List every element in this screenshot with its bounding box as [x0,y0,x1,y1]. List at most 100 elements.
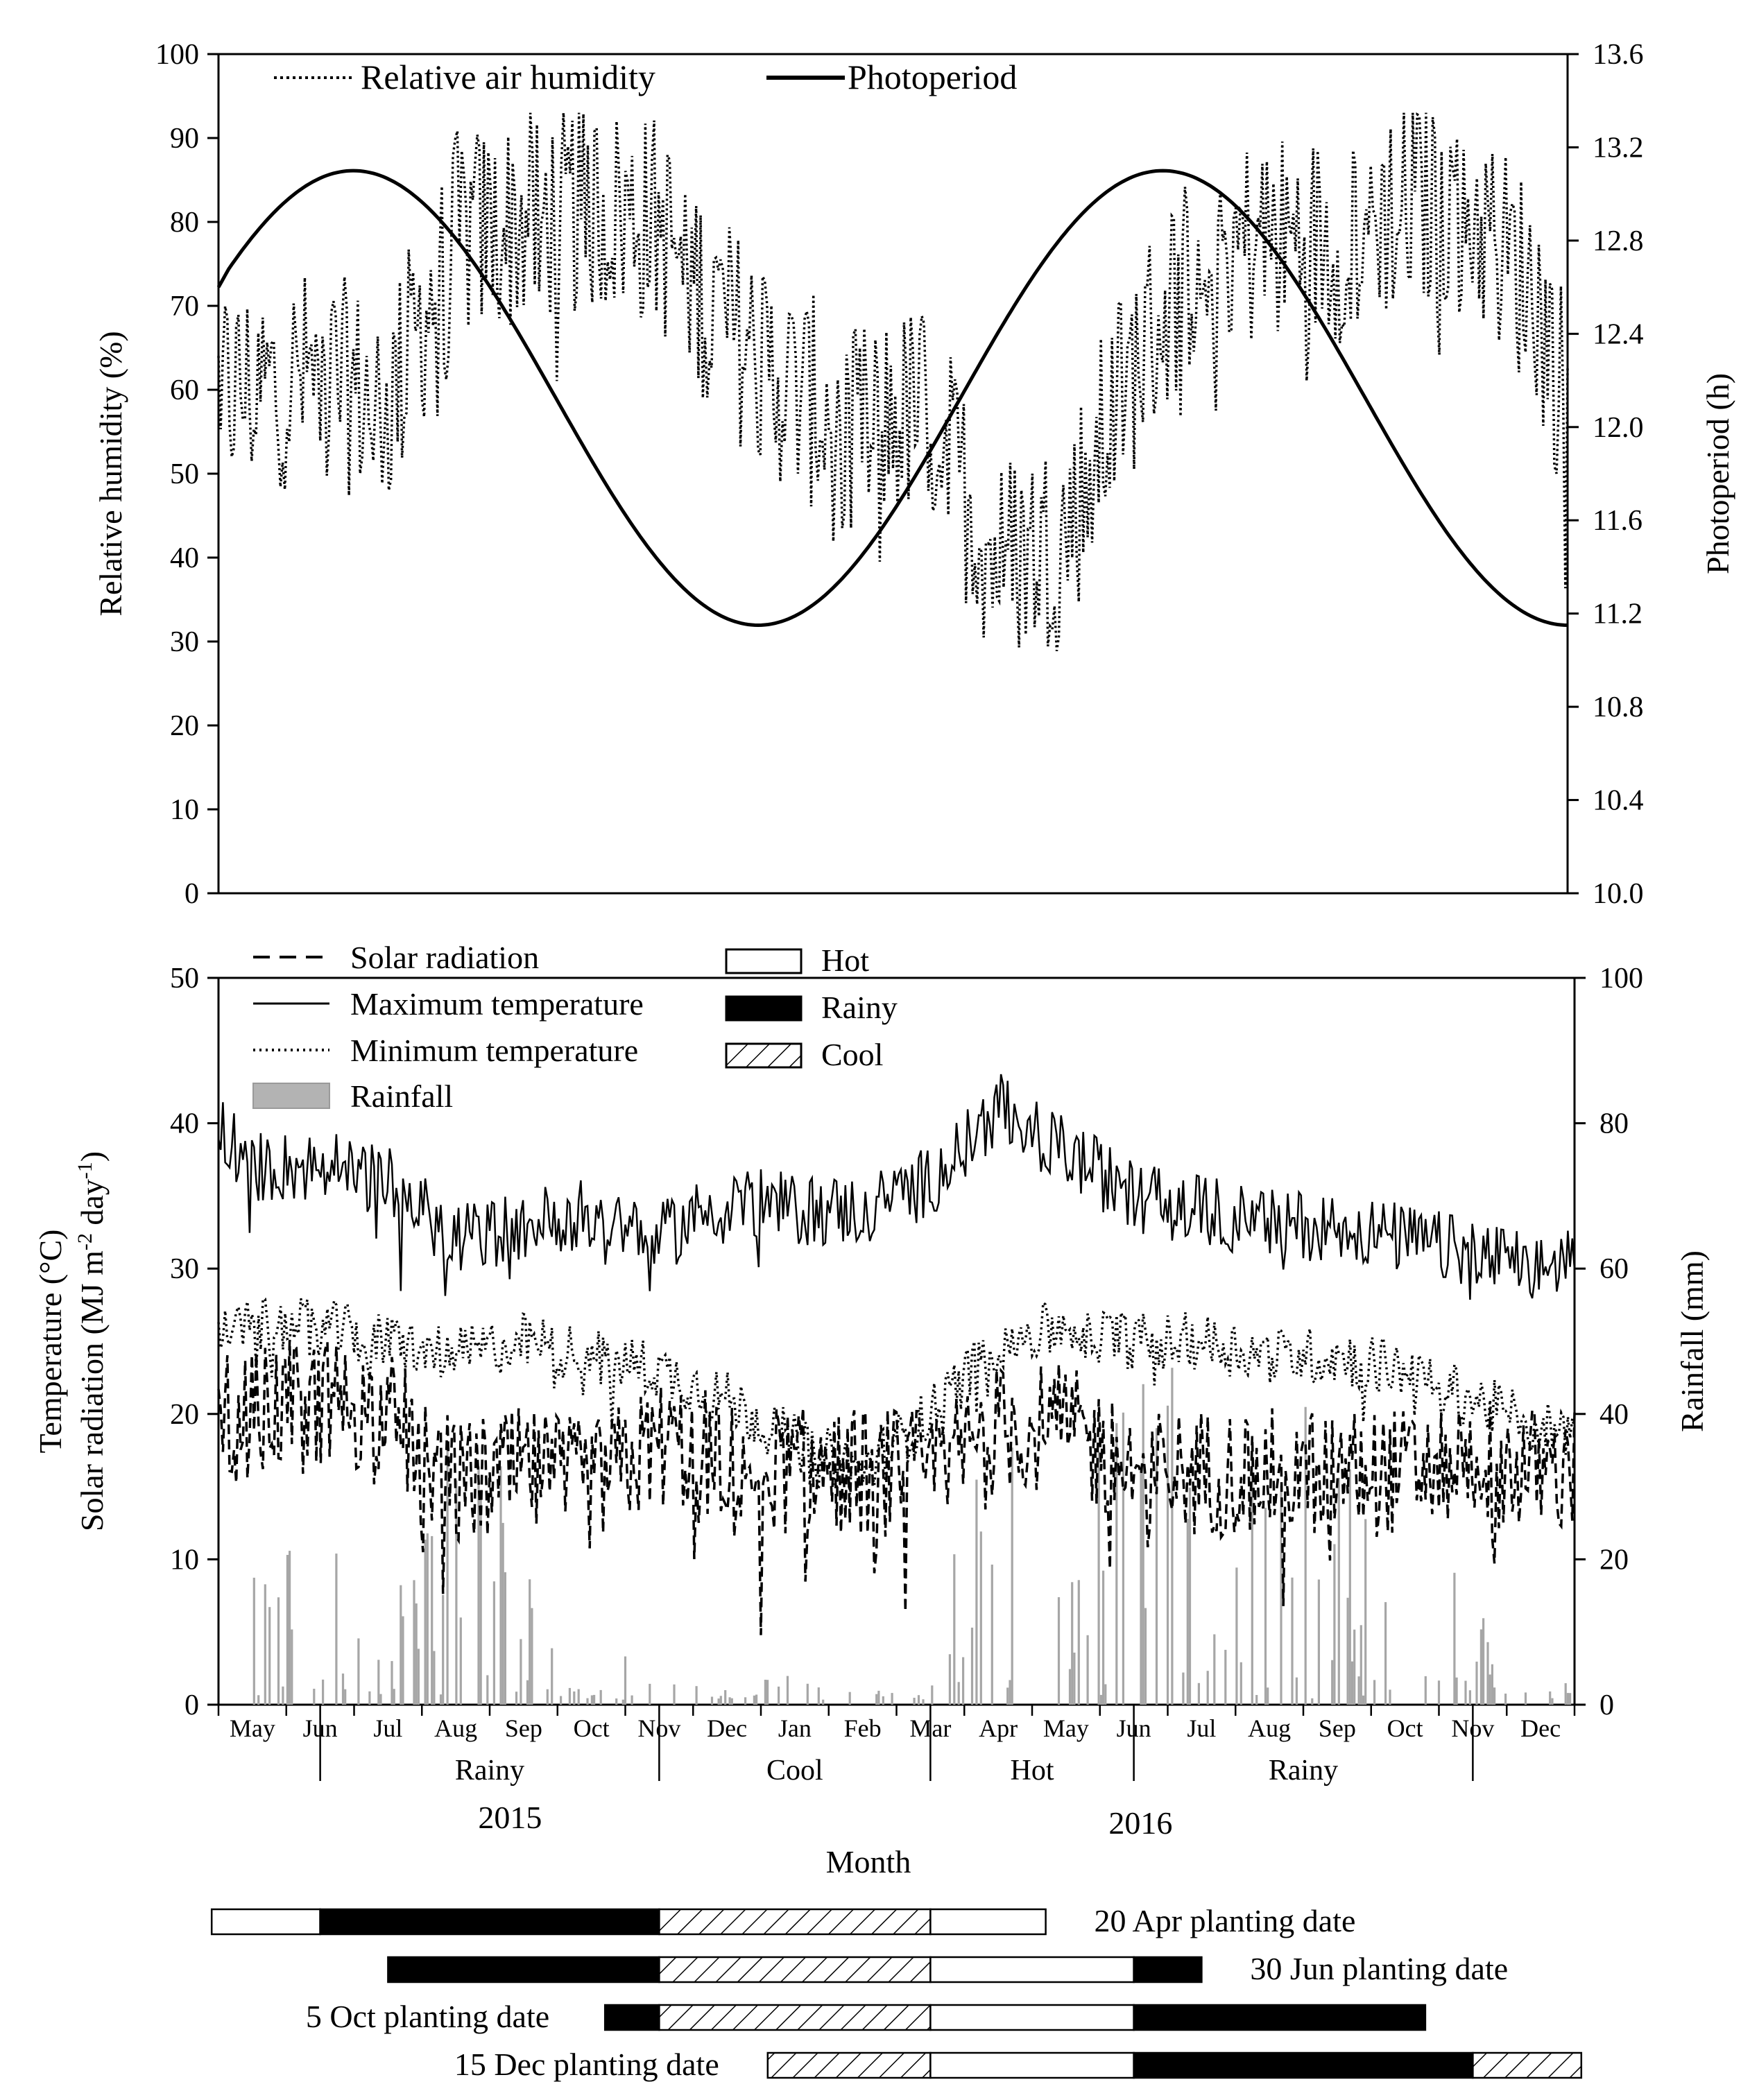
top-y-tick-label: 90 [170,123,199,155]
rainfall-bar [1331,1660,1334,1705]
season-segment-cool [658,1956,932,1983]
y-title-solar-exp1: -2 [74,1233,96,1250]
rainfall-bar [551,1648,554,1705]
rainfall-bar [402,1616,404,1705]
rainfall-bar [755,1694,758,1705]
top-y-tick-label: 100 [155,39,199,71]
top-y-tick-label: 80 [170,207,199,239]
rainfall-bar [922,1699,925,1705]
rainfall-bar [568,1687,571,1705]
rainfall-bar [1364,1519,1367,1705]
top-plot-frame [217,53,1569,895]
top-y2-tick-label: 10.8 [1593,691,1644,723]
month-label: Apr [979,1714,1018,1742]
rainfall-bar [573,1691,576,1705]
bottom-y-tick-label: 0 [185,1689,199,1721]
rainfall-bar [322,1679,325,1705]
rainfall-bar [962,1657,965,1705]
rainfall-bar [1057,1597,1061,1705]
rainfall-bar [415,1603,418,1705]
rainfall-bar [970,1627,974,1705]
month-label: Jul [1187,1714,1216,1742]
rainfall-bar [546,1689,549,1705]
rainfall-bar [649,1683,651,1705]
rainfall-bar [1267,1687,1269,1705]
rainfall-bar [621,1699,624,1705]
season-segment-cool [658,2004,932,2031]
rainfall-bar [1504,1694,1507,1705]
month-label: May [1043,1714,1089,1742]
rainfall-bar [379,1694,382,1705]
season-segment-cool [1472,2051,1583,2079]
rainfall-bar [504,1572,506,1705]
rainfall-bar [1493,1687,1496,1705]
bottom-y2-tick-label: 20 [1599,1544,1629,1576]
rainfall-bar [486,1675,489,1705]
rainfall-bar [479,1495,482,1705]
rainfall-bar [957,1682,960,1705]
rainfall-bar [1182,1672,1185,1705]
rainfall-bar [289,1551,291,1705]
season-segment-rainy [319,1908,660,1936]
y-title-solar-mid: day [74,1179,110,1233]
bottom-plot-area [217,1074,1576,1705]
rainfall-bar [400,1585,402,1705]
rainfall-bar [1491,1664,1493,1705]
rainfall-bar [615,1698,618,1705]
rainfall-bar [766,1680,769,1705]
rainfall-bar [599,1689,602,1705]
legend-hot-label: Hot [821,943,869,978]
bottom-y2-tick-label: 80 [1599,1108,1629,1140]
rainfall-bar [1188,1487,1192,1705]
rainfall-bar [1384,1602,1387,1705]
y-title-solar-radiation: Solar radiation (MJ m-2 day-1) [74,1151,110,1531]
rainfall-bar [313,1689,316,1705]
rainfall-bar [282,1686,284,1705]
rainfall-bar [695,1686,698,1705]
month-label: Oct [574,1714,610,1742]
top-plot-area [216,112,1569,651]
top-y-tick-label: 70 [170,291,199,322]
rainfall-bar [979,1531,982,1705]
rainfall-bar [531,1608,533,1705]
rainfall-bar [1102,1570,1105,1705]
rainfall-bar [948,1654,951,1705]
photoperiod-series [216,169,1568,628]
y-title-solar-suffix: ) [74,1151,110,1162]
max-temperature-series [217,1074,1576,1300]
y-title-solar-exp2: -1 [74,1162,96,1179]
rainfall-bar [1333,1544,1336,1705]
year-label-2015: 2015 [478,1800,542,1835]
rainfall-bar [252,1577,255,1705]
rainfall-bar [848,1692,851,1705]
rainfall-bar [560,1696,563,1705]
rainfall-bar [1291,1577,1294,1705]
rainfall-bar [1424,1676,1427,1705]
rainfall-bar [744,1697,747,1705]
season-segment-hot [929,1908,1047,1936]
rainfall-bar [1311,1698,1314,1705]
planting-date-label: 5 Oct planting date [306,1999,549,2034]
season-segment-cool [658,1908,932,1936]
legend-rainy-swatch [725,995,803,1022]
legend-maxtemp-label: Maximum temperature [350,986,644,1022]
bottom-y2-tick-label: 100 [1599,963,1643,995]
rainfall-bar [499,1466,502,1705]
planting-date-label: 20 Apr planting date [1095,1903,1356,1938]
season-segment-cool [766,2051,932,2079]
rainfall-bar [1068,1669,1072,1705]
top-y2-tick-label: 12.8 [1593,225,1644,257]
rainfall-bar [264,1584,266,1705]
rainfall-bar [1155,1428,1158,1705]
rainfall-bar [1549,1691,1552,1705]
rainfall-bar [1071,1582,1074,1705]
rainfall-bar [1304,1406,1307,1705]
rainfall-bar [1566,1693,1569,1705]
legend-solar-label: Solar radiation [350,940,539,975]
top-y2-tick-label: 12.0 [1593,412,1644,444]
rainfall-bar [1140,1468,1142,1705]
rainfall-bar [455,1480,458,1705]
rainfall-bar [1235,1567,1238,1705]
bottom-y2-tick-label: 40 [1599,1399,1629,1431]
bottom-y-tick-label: 30 [170,1253,199,1285]
